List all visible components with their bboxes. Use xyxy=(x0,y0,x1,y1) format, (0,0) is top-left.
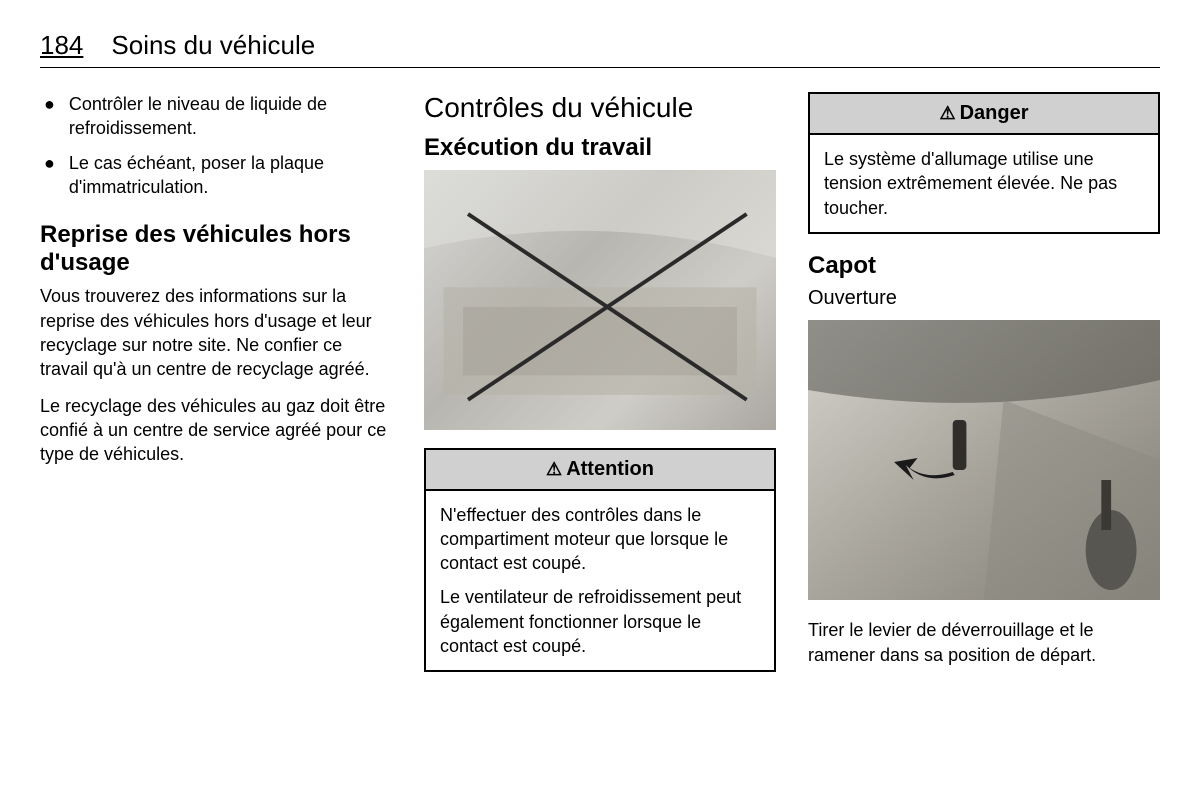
list-item-text: Le cas échéant, poser la plaque d'immatr… xyxy=(69,151,392,200)
warning-triangle-icon: ⚠ xyxy=(939,103,955,124)
page-section-title: Soins du véhicule xyxy=(111,30,315,61)
attention-body: N'effectuer des contrôles dans le compar… xyxy=(426,491,774,671)
image-caption: Tirer le levier de déverrouillage et le … xyxy=(808,618,1160,667)
attention-text: N'effectuer des contrôles dans le compar… xyxy=(440,503,760,576)
warning-triangle-icon: ⚠ xyxy=(546,459,562,480)
interior-illustration xyxy=(808,320,1160,600)
heading-execution: Exécution du travail xyxy=(424,134,776,162)
danger-label: Danger xyxy=(960,102,1029,125)
engine-compartment-image xyxy=(424,170,776,430)
column-right: ⚠ Danger Le système d'allumage utilise u… xyxy=(808,92,1160,690)
column-left: ● Contrôler le niveau de liquide de refr… xyxy=(40,92,392,690)
danger-header: ⚠ Danger xyxy=(810,94,1158,135)
list-item-text: Contrôler le niveau de liquide de refroi… xyxy=(69,92,392,141)
heading-controles: Contrôles du véhicule xyxy=(424,92,776,124)
heading-reprise: Reprise des véhicules hors d'usage xyxy=(40,221,392,276)
page-header: 184 Soins du véhicule xyxy=(40,30,1160,68)
paragraph: Le recyclage des véhicules au gaz doit ê… xyxy=(40,394,392,467)
danger-body: Le système d'allumage utilise une tensio… xyxy=(810,135,1158,232)
paragraph: Vous trouverez des informations sur la r… xyxy=(40,284,392,381)
attention-label: Attention xyxy=(566,458,654,481)
hood-release-image xyxy=(808,320,1160,600)
attention-box: ⚠ Attention N'effectuer des contrôles da… xyxy=(424,448,776,673)
list-item: ● Contrôler le niveau de liquide de refr… xyxy=(40,92,392,141)
attention-header: ⚠ Attention xyxy=(426,450,774,491)
bullet-list: ● Contrôler le niveau de liquide de refr… xyxy=(40,92,392,199)
heading-ouverture: Ouverture xyxy=(808,287,1160,310)
attention-text: Le ventilateur de refroidissement peut é… xyxy=(440,585,760,658)
danger-box: ⚠ Danger Le système d'allumage utilise u… xyxy=(808,92,1160,234)
list-item: ● Le cas échéant, poser la plaque d'imma… xyxy=(40,151,392,200)
heading-capot: Capot xyxy=(808,252,1160,280)
cross-out-icon xyxy=(424,170,776,424)
bullet-icon: ● xyxy=(44,92,55,141)
danger-text: Le système d'allumage utilise une tensio… xyxy=(824,147,1144,220)
content-columns: ● Contrôler le niveau de liquide de refr… xyxy=(40,92,1160,690)
column-center: Contrôles du véhicule Exécution du trava… xyxy=(424,92,776,690)
bullet-icon: ● xyxy=(44,151,55,200)
page-number: 184 xyxy=(40,30,83,61)
